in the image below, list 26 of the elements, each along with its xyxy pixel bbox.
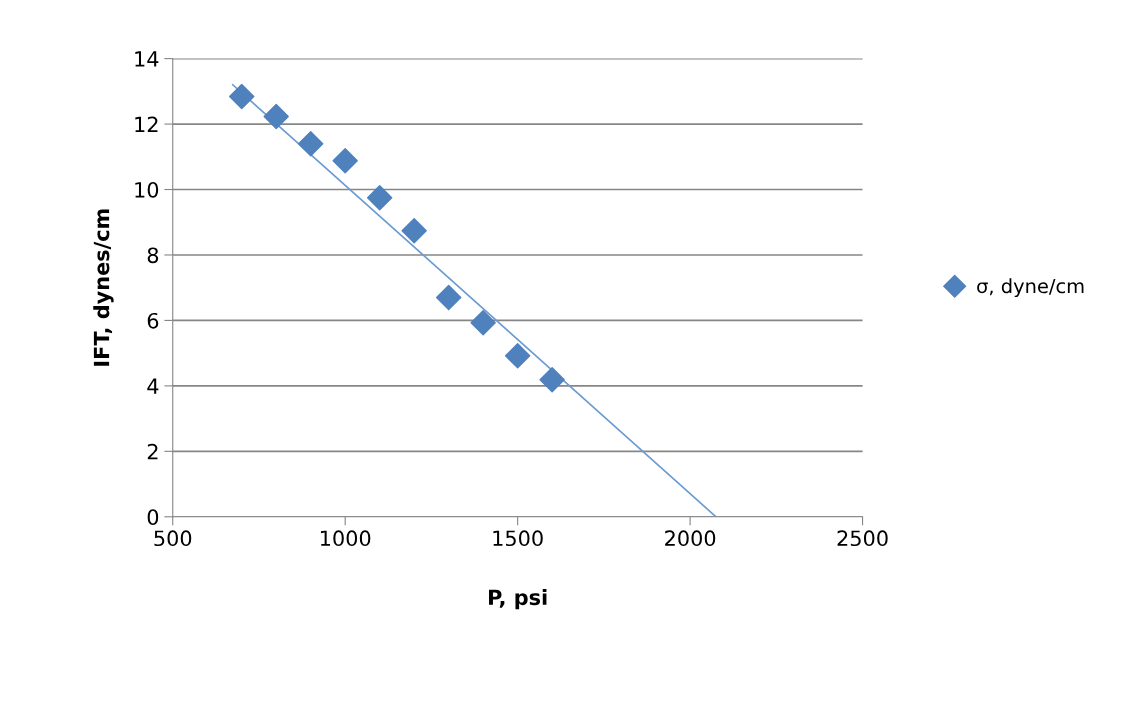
x-tick-label: 1500 bbox=[493, 530, 543, 547]
point bbox=[263, 103, 289, 130]
point bbox=[332, 147, 358, 174]
y-axis-title: IFT, dynes/cm bbox=[93, 209, 114, 366]
point bbox=[366, 184, 393, 211]
x-tick-label: 500 bbox=[154, 530, 192, 547]
point bbox=[401, 218, 427, 244]
point bbox=[470, 309, 496, 336]
y-tick-label: 4 bbox=[147, 378, 159, 394]
legend-label: σ, dyne/cm bbox=[977, 278, 1084, 298]
y-tick-label: 8 bbox=[147, 247, 159, 264]
y-tick-label: 10 bbox=[135, 181, 159, 198]
point bbox=[297, 130, 324, 157]
x-tick-label: 1000 bbox=[320, 530, 371, 547]
point bbox=[504, 343, 531, 369]
point bbox=[435, 284, 462, 311]
x-axis-title: P, psi bbox=[489, 589, 547, 610]
y-tick-label: 2 bbox=[147, 443, 158, 460]
y-tick-label: 14 bbox=[135, 51, 159, 67]
y-tick-label: 6 bbox=[147, 312, 159, 329]
y-tick-label: 12 bbox=[135, 116, 158, 132]
point bbox=[228, 83, 255, 110]
point bbox=[539, 366, 565, 393]
y-tick-label: 0 bbox=[147, 509, 159, 525]
x-tick-label: 2500 bbox=[837, 530, 888, 547]
x-tick-label: 2000 bbox=[665, 530, 716, 547]
